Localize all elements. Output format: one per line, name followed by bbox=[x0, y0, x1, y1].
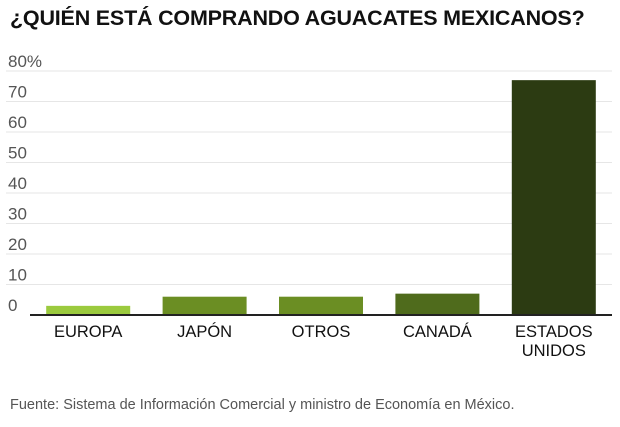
y-tick-label: 0 bbox=[8, 296, 17, 315]
x-tick-label: OTROS bbox=[292, 323, 351, 341]
x-tick-label: JAPÓN bbox=[177, 322, 232, 341]
x-tick-label: CANADÁ bbox=[403, 322, 472, 341]
bars bbox=[46, 80, 596, 316]
chart-title: ¿QUIÉN ESTÁ COMPRANDO AGUACATES MEXICANO… bbox=[10, 6, 585, 30]
bar bbox=[395, 293, 480, 315]
bar bbox=[46, 305, 131, 315]
y-tick-label: 30 bbox=[8, 205, 27, 224]
y-tick-label: 40 bbox=[8, 174, 27, 193]
bar bbox=[511, 80, 596, 316]
y-tick-label: 50 bbox=[8, 144, 27, 163]
x-tick-label: ESTADOS bbox=[515, 323, 593, 341]
bar bbox=[162, 296, 247, 315]
x-tick-label: EUROPA bbox=[54, 323, 122, 341]
gridlines bbox=[6, 70, 612, 285]
x-tick-label: UNIDOS bbox=[522, 342, 586, 360]
source-note: Fuente: Sistema de Información Comercial… bbox=[10, 397, 515, 413]
y-tick-label: 60 bbox=[8, 113, 27, 132]
y-tick-label: 20 bbox=[8, 235, 27, 254]
y-tick-label: 70 bbox=[8, 83, 27, 102]
y-tick-label: 80% bbox=[8, 52, 42, 71]
y-axis-tick-labels: 0 10 20 30 40 50 60 70 80% bbox=[8, 52, 42, 315]
bar bbox=[279, 296, 363, 315]
y-tick-label: 10 bbox=[8, 266, 27, 285]
